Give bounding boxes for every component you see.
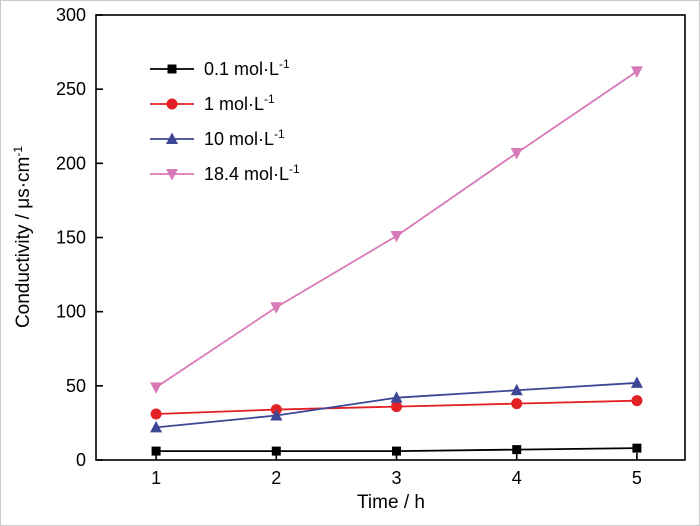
data-point-marker xyxy=(151,446,161,456)
x-tick-label: 5 xyxy=(632,468,642,488)
data-point-marker xyxy=(150,408,162,420)
y-axis-label-text: Conductivity / μs·cm xyxy=(13,156,35,329)
y-axis-label: Conductivity / μs·cm-1 xyxy=(11,146,35,328)
legend-marker xyxy=(166,168,178,180)
legend-marker-square-icon xyxy=(150,64,194,73)
series-10-mol-L xyxy=(150,376,643,433)
legend-marker xyxy=(166,132,178,144)
legend-label: 18.4 mol·L-1 xyxy=(204,162,300,184)
data-point-marker xyxy=(270,302,283,314)
data-point-marker xyxy=(631,395,643,407)
legend-marker xyxy=(166,98,178,109)
data-point-marker xyxy=(271,446,281,456)
data-point-marker xyxy=(270,409,283,421)
legend-item-0: 0.1 mol·L-1 xyxy=(149,51,300,86)
y-tick-label: 50 xyxy=(66,376,86,396)
data-point-marker xyxy=(630,66,643,78)
data-point-marker xyxy=(391,401,403,413)
legend-marker-triangle-down-icon xyxy=(150,168,194,180)
data-point-marker xyxy=(630,376,643,388)
data-point-marker xyxy=(510,383,523,396)
x-axis-label: Time / h xyxy=(357,492,425,513)
x-tick-label: 2 xyxy=(271,468,281,488)
data-point-marker xyxy=(392,446,402,456)
legend: 0.1 mol·L-1 1 mol·L-1 10 mol·L-1 18.4 mol·L… xyxy=(149,51,300,191)
legend-label: 1 mol·L-1 xyxy=(204,92,275,114)
legend-label: 0.1 mol·L-1 xyxy=(204,57,290,79)
y-tick-label: 0 xyxy=(76,450,86,470)
y-tick-label: 150 xyxy=(56,228,86,248)
data-point-marker xyxy=(632,443,642,453)
legend-item-3: 18.4 mol·L-1 xyxy=(149,156,300,191)
series-1-mol-L xyxy=(150,395,643,420)
legend-label: 10 mol·L-1 xyxy=(204,127,285,149)
x-tick-label: 4 xyxy=(512,468,522,488)
legend-marker-circle-icon xyxy=(150,98,194,109)
legend-item-1: 1 mol·L-1 xyxy=(149,86,300,121)
y-tick-label: 250 xyxy=(56,79,86,99)
y-tick-label: 100 xyxy=(56,302,86,322)
data-point-marker xyxy=(150,382,163,394)
x-tick-label: 1 xyxy=(151,468,161,488)
x-tick-label: 3 xyxy=(392,468,402,488)
data-point-marker xyxy=(511,398,523,410)
data-point-marker xyxy=(512,445,522,455)
data-point-marker xyxy=(510,147,523,160)
data-point-marker xyxy=(150,420,163,433)
data-point-marker xyxy=(390,391,403,403)
legend-item-2: 10 mol·L-1 xyxy=(149,121,300,156)
legend-marker xyxy=(167,64,177,73)
y-axis-label-superscript: -1 xyxy=(10,145,25,157)
y-tick-label: 200 xyxy=(56,153,86,173)
y-tick-label: 300 xyxy=(56,5,86,25)
legend-marker-triangle-up-icon xyxy=(150,132,194,144)
data-point-marker xyxy=(390,231,403,243)
series-18.4-mol-L xyxy=(150,66,643,394)
series-0.1-mol-L xyxy=(151,443,642,456)
